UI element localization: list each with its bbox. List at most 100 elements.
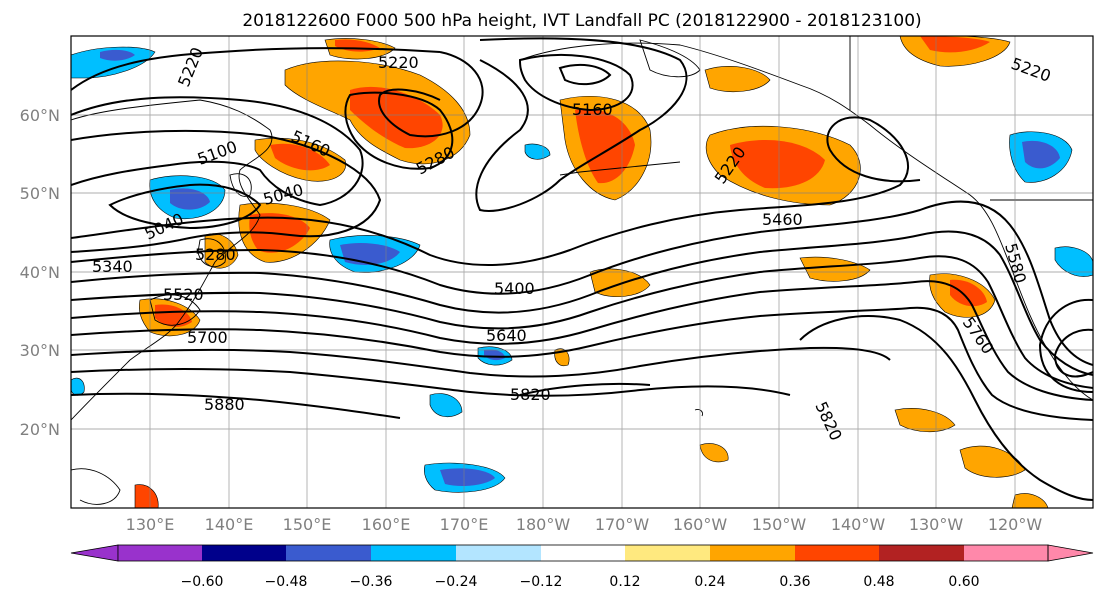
- contour-label: 5280: [195, 245, 236, 264]
- colorbar-tick-label: 0.48: [863, 574, 894, 590]
- colorbar-segment: [964, 545, 1048, 561]
- lon-label: 140°E: [205, 515, 254, 534]
- hawaii-islands: [694, 409, 703, 417]
- colorbar-segment: [795, 545, 879, 561]
- height-contour: [71, 116, 921, 267]
- negative-shading: [71, 46, 1093, 493]
- colorbar: −0.60 −0.48 −0.36 −0.24 −0.12 0.12 0.24 …: [70, 544, 1094, 590]
- contour-label: 5340: [92, 257, 133, 276]
- height-contour: [71, 306, 1093, 421]
- aleutian-chain: [559, 161, 681, 176]
- strong-positive-region: [350, 86, 443, 149]
- height-contour: [71, 129, 382, 253]
- positive-region: [799, 256, 871, 282]
- height-contour: [71, 96, 364, 207]
- height-contour: [344, 91, 454, 170]
- strong-negative-region: [100, 49, 135, 61]
- strong-negative-region: [440, 468, 495, 486]
- positive-region: [699, 443, 729, 463]
- contour-label: 5880: [204, 395, 245, 414]
- colorbar-extend-low: [70, 544, 119, 562]
- lon-label: 170°E: [440, 515, 489, 534]
- strong-positive-region: [950, 279, 987, 307]
- lat-label: 20°N: [20, 420, 60, 439]
- north-america-coastline: [519, 42, 1093, 401]
- height-contour: [71, 200, 1093, 366]
- height-contour: [71, 255, 1093, 389]
- strong-negative-region: [170, 188, 210, 210]
- sakhalin-coastline: [229, 173, 252, 197]
- map-panel: 5220 5220 5220 5160 5100 5160 5280 5220 …: [70, 35, 1094, 509]
- figure-title: 2018122600 F000 500 hPa height, IVT Land…: [242, 11, 921, 31]
- lon-label: 170°W: [595, 515, 650, 534]
- strong-positive-region: [920, 36, 990, 53]
- hokkaido-coastline: [197, 238, 226, 268]
- height-contour: [558, 63, 612, 86]
- lon-label: 130°E: [126, 515, 175, 534]
- colorbar-tick-label: −0.36: [350, 574, 393, 590]
- height-contour: [378, 51, 484, 138]
- colorbar-tick-label: 0.24: [694, 574, 725, 590]
- height-contour: [475, 37, 688, 212]
- strong-positive-region: [270, 143, 330, 171]
- height-contour: [71, 392, 401, 419]
- lat-label: 60°N: [20, 106, 60, 125]
- positive-region: [1011, 493, 1049, 508]
- lon-label: 140°W: [831, 515, 886, 534]
- lat-axis: 60°N 50°N 40°N 30°N 20°N: [20, 106, 60, 439]
- height-contour: [71, 230, 1093, 376]
- lon-label: 150°E: [283, 515, 332, 534]
- negative-region: [429, 393, 463, 418]
- negative-region: [524, 143, 551, 160]
- lon-label: 160°E: [362, 515, 411, 534]
- colorbar-tick-label: 0.60: [948, 574, 979, 590]
- negative-region: [1054, 246, 1093, 277]
- contour-label: 5220: [378, 53, 419, 72]
- strong-positive-region: [575, 109, 635, 184]
- contour-label: 5700: [187, 328, 228, 347]
- colorbar-tick-label: −0.60: [181, 574, 224, 590]
- height-contour: [71, 346, 891, 378]
- lon-label: 180°W: [516, 515, 571, 534]
- lon-label: 130°W: [909, 515, 964, 534]
- colorbar-segment: [371, 545, 456, 561]
- lon-label: 120°W: [988, 515, 1043, 534]
- philippines-coastline: [71, 468, 121, 505]
- colorbar-tick-label: 0.36: [779, 574, 810, 590]
- colorbar-segment: [625, 545, 710, 561]
- height-contour: [519, 382, 651, 396]
- colorbar-segment: [710, 545, 795, 561]
- height-contours: [71, 37, 1093, 501]
- colorbar-frame: [117, 544, 1049, 562]
- colorbar-tick-label: −0.48: [265, 574, 308, 590]
- strong-positive-region: [730, 140, 825, 189]
- negative-region: [71, 377, 85, 396]
- colorbar-segment: [541, 545, 625, 561]
- colorbar-extend-high: [1047, 544, 1094, 562]
- contour-label: 5520: [163, 285, 204, 304]
- colorbar-segment: [202, 545, 286, 561]
- strong-positive-region: [155, 304, 192, 327]
- height-contour: [71, 280, 1093, 401]
- contour-label: 5820: [510, 385, 551, 404]
- colorbar-tick-label: −0.24: [435, 574, 478, 590]
- colorbar-segment: [118, 545, 202, 561]
- contour-label: 5160: [572, 100, 613, 119]
- lat-label: 30°N: [20, 341, 60, 360]
- lon-axis: 130°E 140°E 150°E 160°E 170°E 180°W 170°…: [126, 515, 1043, 534]
- colorbar-segment: [286, 545, 371, 561]
- lat-label: 40°N: [20, 263, 60, 282]
- colorbar-segment: [879, 545, 964, 561]
- contour-label: 5400: [494, 279, 535, 298]
- colorbar-tick-label: −0.12: [520, 574, 563, 590]
- contour-label: 5460: [762, 210, 803, 229]
- height-contour: [799, 315, 1093, 501]
- height-contour: [1038, 298, 1093, 393]
- map-frame: [70, 35, 1094, 509]
- lon-label: 150°W: [752, 515, 807, 534]
- height-contour: [108, 183, 262, 230]
- lon-label: 160°W: [673, 515, 728, 534]
- contour-label: 5640: [486, 326, 527, 345]
- lat-label: 50°N: [20, 184, 60, 203]
